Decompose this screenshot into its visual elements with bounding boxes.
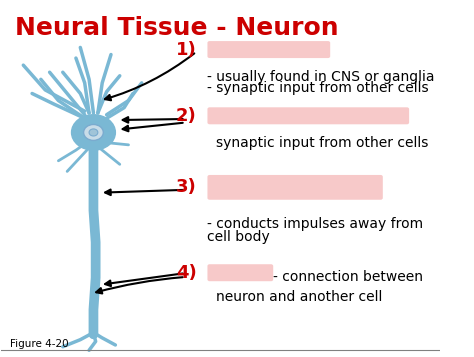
FancyBboxPatch shape [208, 175, 383, 200]
Ellipse shape [89, 129, 98, 136]
Text: cell body: cell body [208, 230, 270, 244]
Text: - connection between: - connection between [273, 270, 423, 284]
Text: 2): 2) [176, 107, 197, 125]
Text: neuron and another cell: neuron and another cell [216, 290, 383, 304]
Ellipse shape [83, 125, 103, 140]
FancyBboxPatch shape [208, 41, 330, 58]
Text: - conducts impulses away from: - conducts impulses away from [208, 217, 424, 231]
Text: 1): 1) [176, 41, 197, 59]
FancyBboxPatch shape [208, 107, 409, 124]
FancyBboxPatch shape [208, 264, 273, 281]
Text: 3): 3) [176, 178, 197, 196]
Text: - synaptic input from other cells: - synaptic input from other cells [208, 81, 429, 95]
Text: Neural Tissue - Neuron: Neural Tissue - Neuron [15, 16, 338, 40]
Text: Figure 4-20: Figure 4-20 [10, 338, 69, 348]
Text: synaptic input from other cells: synaptic input from other cells [216, 136, 428, 150]
Ellipse shape [72, 115, 115, 150]
Text: - usually found in CNS or ganglia: - usually found in CNS or ganglia [208, 70, 435, 85]
Text: 4): 4) [176, 264, 197, 282]
